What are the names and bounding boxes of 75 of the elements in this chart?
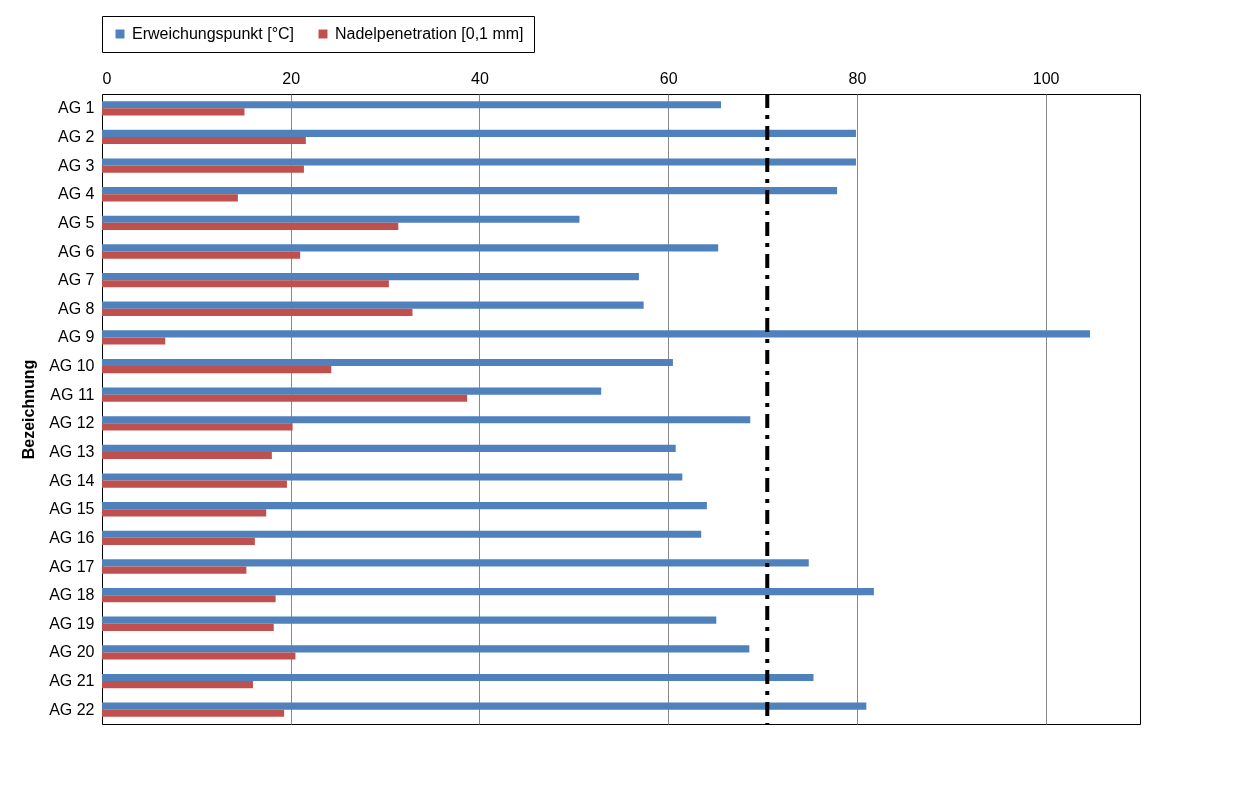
y-tick-label: AG 1 (58, 99, 95, 117)
x-tick-label: 40 (471, 69, 489, 87)
y-tick-label: AG 17 (49, 557, 95, 575)
bar (102, 537, 255, 546)
x-tick-label: 60 (659, 69, 678, 87)
y-tick-label: AG 8 (58, 299, 95, 317)
bar (102, 423, 293, 431)
bar (102, 244, 719, 252)
bar (102, 645, 750, 653)
bar (102, 215, 580, 223)
y-tick-label: AG 16 (49, 528, 95, 546)
bar (102, 387, 602, 395)
bar (102, 623, 274, 631)
bar (102, 673, 814, 682)
y-tick-label: AG 7 (58, 271, 95, 289)
bar (102, 502, 707, 510)
bar (102, 587, 874, 596)
bar (102, 559, 809, 567)
bar (102, 530, 702, 538)
y-tick-label: AG 15 (49, 500, 95, 518)
y-tick-label: AG 11 (50, 385, 95, 403)
x-tick-label: 80 (848, 69, 867, 87)
bar (102, 101, 722, 109)
bar (102, 165, 304, 173)
bar (102, 709, 285, 717)
bar (102, 480, 287, 488)
bar (102, 473, 683, 481)
y-tick-label: AG 2 (58, 127, 95, 145)
y-tick-label: AG 19 (49, 614, 95, 632)
x-tick-label: 100 (1032, 69, 1060, 87)
bar (102, 416, 751, 424)
bar (102, 301, 644, 309)
legend-label: Nadelpenetration [0,1 mm] (335, 25, 524, 42)
bar (102, 366, 332, 374)
bar (102, 308, 413, 316)
bar (102, 595, 276, 603)
bar (102, 652, 296, 660)
bar (102, 129, 856, 137)
y-tick-label: AG 5 (58, 213, 95, 231)
bar (102, 194, 238, 202)
bar (102, 444, 676, 452)
bar (102, 187, 838, 195)
y-tick-label: AG 10 (49, 357, 95, 375)
x-tick-label: 20 (282, 69, 301, 87)
bar (102, 330, 1090, 338)
bar (102, 681, 253, 689)
y-tick-label: AG 3 (58, 156, 95, 174)
y-tick-label: AG 9 (58, 328, 95, 346)
y-tick-label: AG 13 (49, 442, 95, 460)
y-tick-label: AG 18 (49, 586, 95, 604)
bar (102, 509, 267, 517)
y-tick-label: AG 20 (49, 643, 95, 661)
bar (102, 251, 301, 259)
bar (102, 394, 468, 402)
bar (102, 616, 717, 624)
bar (102, 337, 166, 345)
y-tick-label: AG 22 (49, 700, 95, 718)
bar (102, 222, 399, 231)
bar (102, 451, 272, 460)
bar (102, 136, 306, 145)
y-axis-title: Bezeichnung (20, 359, 38, 460)
bar (102, 108, 245, 116)
bar (102, 158, 856, 166)
y-tick-label: AG 21 (49, 672, 95, 690)
x-tick-label: 0 (102, 69, 112, 87)
y-tick-label: AG 14 (49, 471, 95, 489)
y-tick-label: AG 12 (49, 414, 95, 432)
bar (102, 566, 247, 574)
y-tick-label: AG 6 (58, 242, 95, 260)
bar (102, 702, 867, 710)
legend-label: Erweichungspunkt [°C] (132, 25, 295, 42)
bar (102, 272, 639, 281)
bar (102, 280, 389, 288)
y-tick-label: AG 4 (58, 185, 95, 203)
bar (102, 358, 673, 367)
